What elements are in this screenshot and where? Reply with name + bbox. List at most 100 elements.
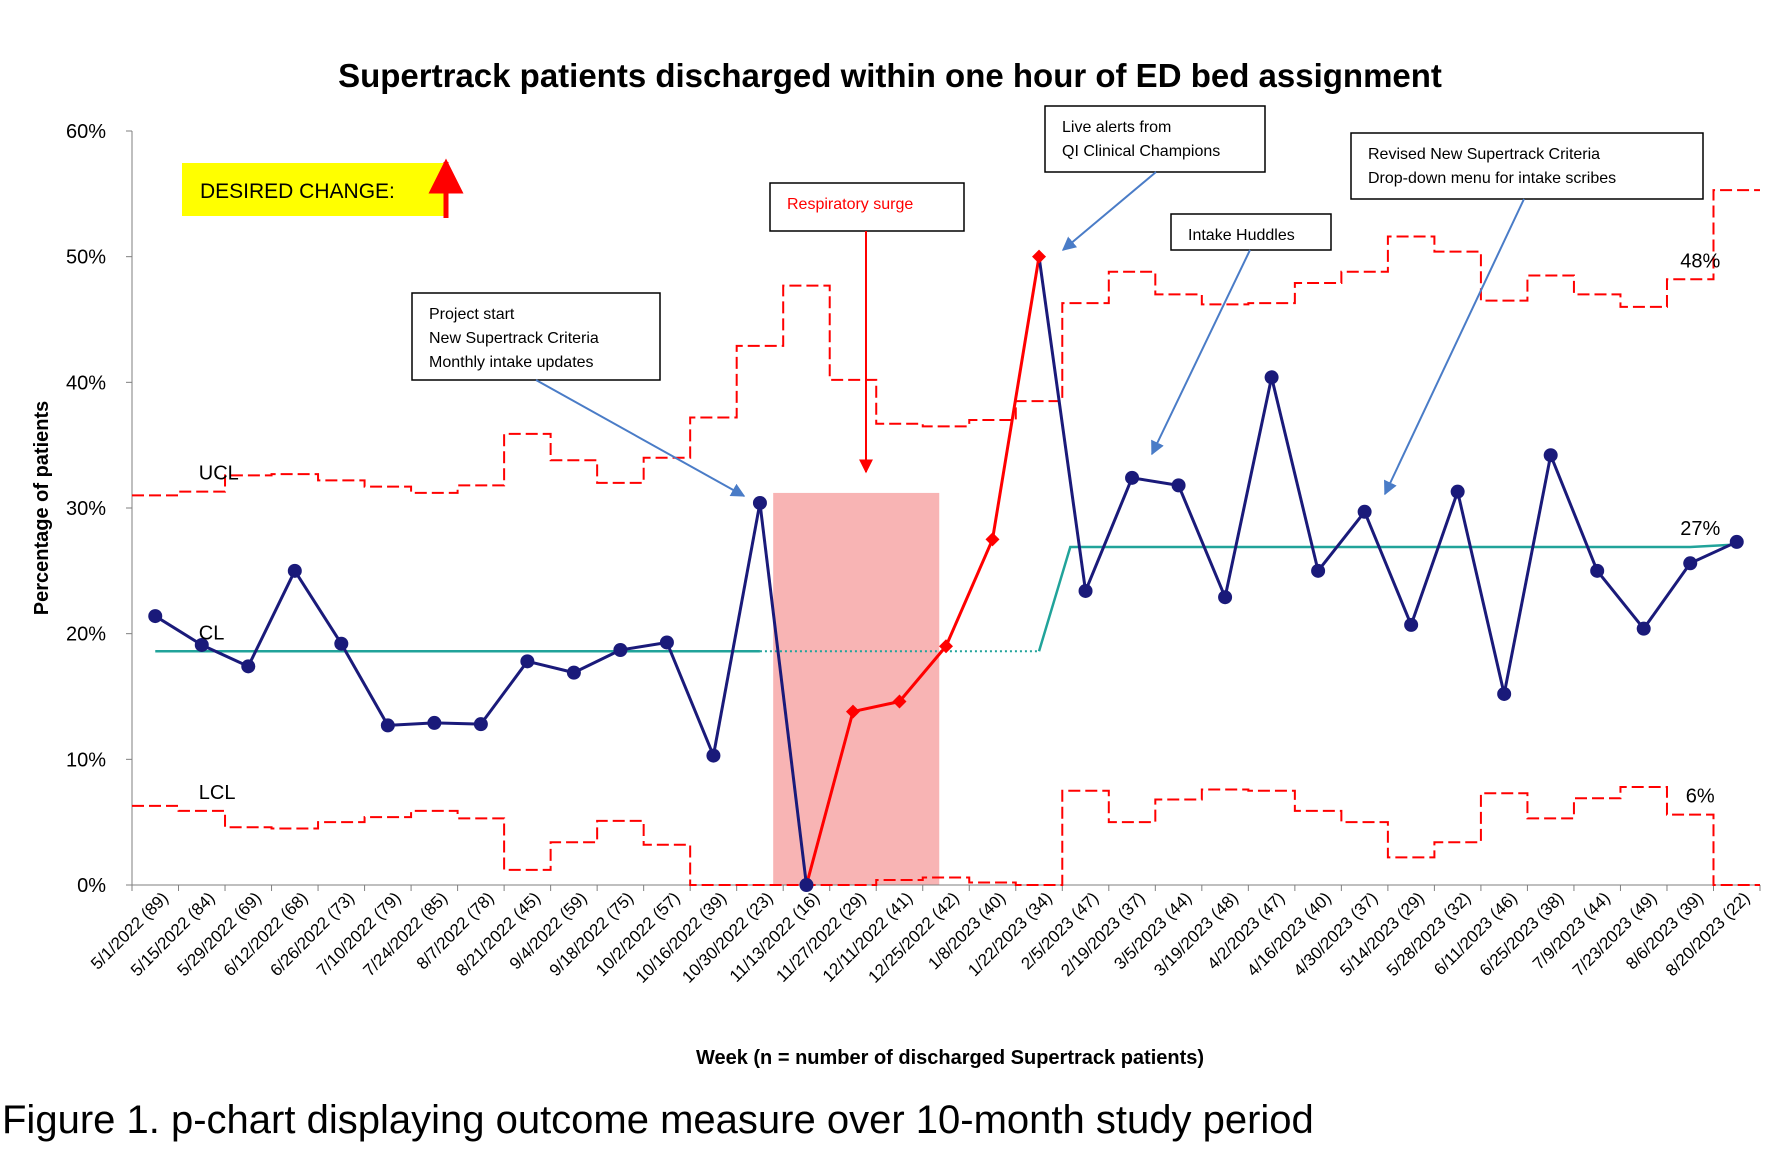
data-line-segment <box>1037 256 1088 592</box>
surge-point <box>985 532 1000 547</box>
annotation-intake-huddles-box <box>1170 213 1332 251</box>
data-line-segment <box>1316 510 1366 572</box>
y-tick-label: 20% <box>66 624 106 646</box>
data-point <box>613 643 628 658</box>
x-tick-label: 8/20/2023 (22) <box>1662 888 1754 980</box>
data-point <box>1264 370 1279 385</box>
surge-line-segment <box>944 538 994 647</box>
data-point <box>473 717 488 732</box>
annotation-project-start-text: Monthly intake updates <box>429 354 594 371</box>
cl-end-label: 27% <box>1680 518 1720 540</box>
arrow-revised-criteria <box>1384 198 1525 496</box>
data-line-segment <box>665 641 715 757</box>
y-tick-label: 10% <box>66 749 106 771</box>
data-point <box>799 878 814 892</box>
figure-caption: Figure 1. p-chart displaying outcome mea… <box>2 1098 1314 1142</box>
surge-point <box>939 639 953 654</box>
data-line-segment <box>340 642 390 727</box>
data-point <box>194 637 209 652</box>
annotation-revised-criteria-text: Drop-down menu for intake scribes <box>1368 170 1616 187</box>
annotation-project-start-text: Project start <box>429 306 515 323</box>
data-point <box>1636 621 1651 636</box>
data-point <box>427 715 442 730</box>
p-chart: 0%10%20%30%40%50%60%5/1/2022 (89)5/15/20… <box>31 57 1761 1069</box>
data-point <box>520 654 535 669</box>
data-line-segment <box>293 570 343 645</box>
annotation-live-alerts-box <box>1044 105 1266 173</box>
data-line-segment <box>758 502 808 886</box>
data-point <box>752 495 767 510</box>
data-point <box>1404 617 1419 632</box>
annotation-project-start-box <box>411 292 661 381</box>
surge-line-segment <box>805 711 855 886</box>
data-point <box>1357 504 1372 519</box>
data-point <box>1171 478 1186 493</box>
data-point <box>1497 686 1512 701</box>
data-point <box>1311 563 1326 578</box>
data-line-segment <box>1689 540 1738 565</box>
data-line-segment <box>1642 562 1692 630</box>
data-point <box>1218 590 1233 605</box>
data-line-segment <box>1549 454 1599 572</box>
desired-change-box <box>182 163 444 216</box>
data-point <box>1078 583 1093 598</box>
data-line-segment <box>1270 376 1320 572</box>
data-line-segment <box>620 640 668 652</box>
data-point <box>1450 484 1465 499</box>
desired-change-label: DESIRED CHANGE: <box>200 180 395 203</box>
ucl-label: UCL <box>199 463 239 485</box>
data-line-segment <box>711 502 762 756</box>
data-point <box>1590 563 1605 578</box>
annotation-project-start-text: New Supertrack Criteria <box>429 330 599 347</box>
data-point <box>334 636 349 651</box>
lcl-end-label: 6% <box>1686 786 1715 808</box>
data-point <box>1543 448 1558 463</box>
data-line-segment <box>387 721 435 727</box>
data-point <box>659 635 674 650</box>
arrow-intake-huddles <box>1151 249 1251 456</box>
lcl-line <box>132 785 1760 886</box>
data-line-segment <box>154 614 203 647</box>
data-point <box>706 748 721 763</box>
data-line-segment <box>201 643 249 668</box>
data-line-segment <box>1177 484 1227 598</box>
data-line-segment <box>1223 376 1274 598</box>
ucl-line <box>132 189 1760 497</box>
y-tick-label: 0% <box>77 875 106 897</box>
data-point <box>1729 534 1744 549</box>
y-tick-label: 50% <box>66 247 106 269</box>
y-tick-label: 60% <box>66 121 106 143</box>
cl-label: CL <box>199 622 225 644</box>
arrow-live-alerts <box>1061 171 1157 251</box>
lcl-label: LCL <box>199 782 236 804</box>
data-point <box>566 665 581 680</box>
surge-point <box>845 704 860 719</box>
data-line-segment <box>1596 569 1645 630</box>
data-point <box>380 718 395 733</box>
annotation-revised-criteria-text: Revised New Supertrack Criteria <box>1368 146 1600 163</box>
surge-line-segment <box>852 700 900 714</box>
chart-title: Supertrack patients discharged within on… <box>338 57 1442 94</box>
data-line-segment <box>1456 491 1506 695</box>
surge-line-segment <box>898 645 948 703</box>
x-axis-title: Week (n = number of discharged Supertrac… <box>696 1047 1204 1069</box>
data-line-segment <box>573 648 622 674</box>
y-tick-label: 30% <box>66 498 106 520</box>
data-line-segment <box>527 659 575 675</box>
data-line-segment <box>1131 476 1179 487</box>
annotation-respiratory-surge-box <box>769 182 965 232</box>
data-point <box>241 659 256 674</box>
surge-point <box>892 694 907 709</box>
surge-point <box>1032 249 1047 264</box>
data-line-segment <box>1363 511 1413 626</box>
arrow-project-start <box>535 379 746 497</box>
data-line-segment <box>1502 454 1553 695</box>
surge-line-segment <box>991 256 1041 540</box>
y-axis-title: Percentage of patients <box>31 401 53 616</box>
data-point <box>1683 556 1698 571</box>
data-line-segment <box>1084 477 1134 592</box>
ucl-end-label: 48% <box>1680 250 1720 272</box>
y-tick-label: 40% <box>66 372 106 394</box>
annotation-revised-criteria-box <box>1350 132 1704 200</box>
data-point <box>148 609 163 624</box>
